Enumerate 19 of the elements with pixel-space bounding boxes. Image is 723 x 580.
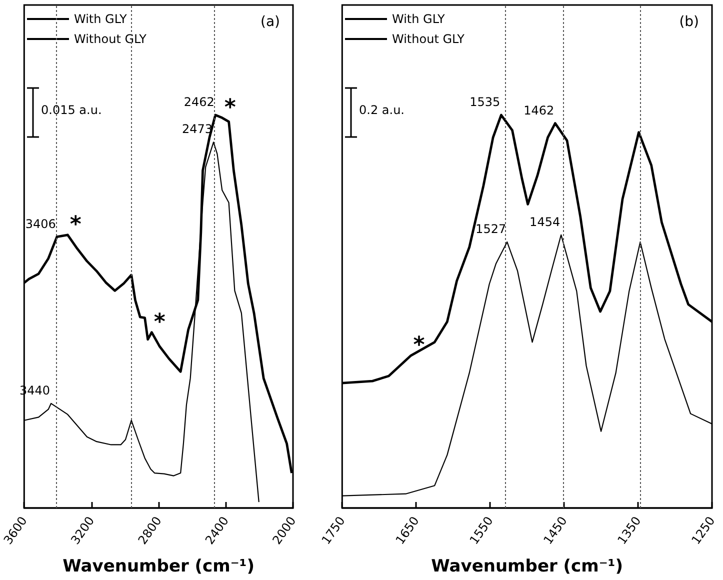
annotation: 0.015 a.u. bbox=[41, 103, 102, 117]
annotation: 1454 bbox=[530, 214, 560, 229]
legend-label: With GLY bbox=[392, 12, 446, 26]
x-axis-title: Wavenumber (cm⁻¹) bbox=[62, 556, 255, 576]
annotation: 0.2 a.u. bbox=[359, 103, 404, 117]
legend-label: Without GLY bbox=[392, 32, 466, 46]
chart-title: (a) bbox=[260, 14, 280, 30]
legend-label: With GLY bbox=[74, 12, 128, 26]
chart-title: (b) bbox=[679, 14, 699, 30]
annotation: * bbox=[413, 333, 426, 358]
annotation: 1527 bbox=[476, 222, 506, 236]
x-axis-title: Wavenumber (cm⁻¹) bbox=[431, 556, 624, 576]
annotation: 1535 bbox=[470, 95, 500, 110]
annotation: * bbox=[154, 310, 166, 335]
annotation: * bbox=[224, 95, 236, 120]
annotation: 1462 bbox=[524, 103, 554, 118]
annotation: 2462 bbox=[184, 95, 214, 110]
annotation: * bbox=[70, 212, 82, 238]
annotation: 3406 bbox=[25, 216, 56, 231]
